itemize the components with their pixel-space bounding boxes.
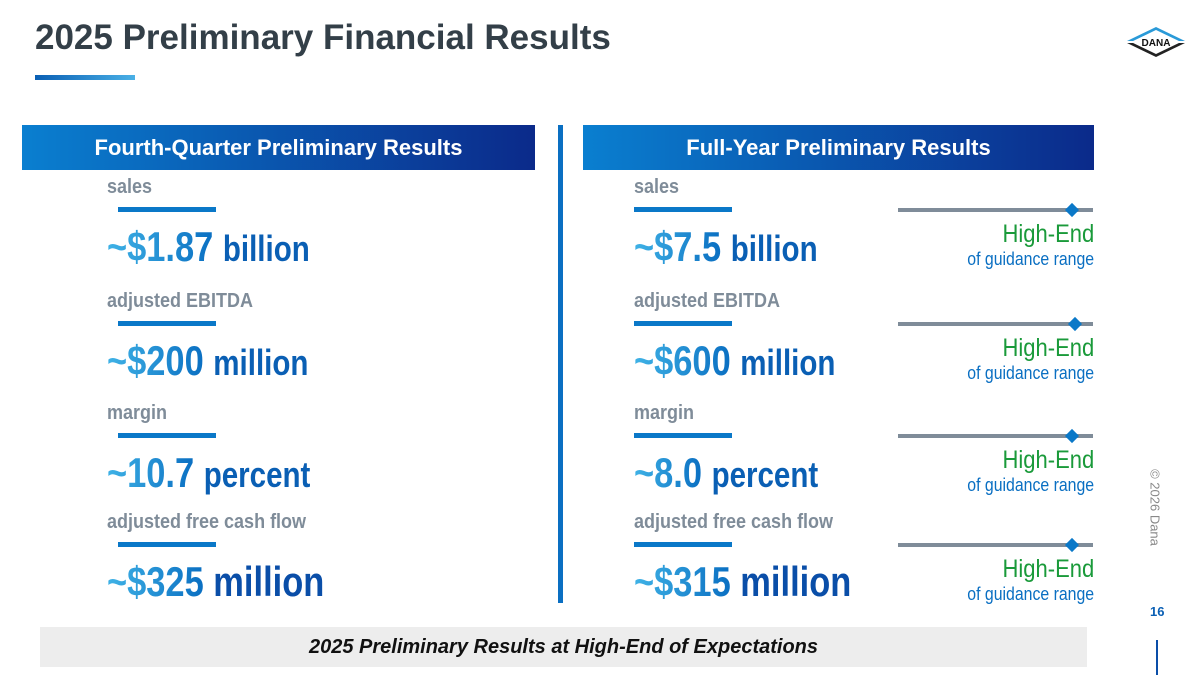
metric-unit: million [740,558,852,605]
guidance-subtitle: of guidance range [967,475,1094,495]
guidance-marker-icon [1064,428,1079,444]
guidance-title: High-End [1002,446,1094,474]
guidance-title: High-End [1002,555,1094,583]
metric-number: ~$315 [634,558,731,605]
metric-unit: million [213,558,325,605]
title-underline [35,75,135,80]
metric-unit: percent [711,454,819,495]
footer-banner: 2025 Preliminary Results at High-End of … [40,627,1087,667]
guidance-range-line [898,543,1093,547]
page-title: 2025 Preliminary Financial Results [35,18,611,57]
metric-value: ~$315 million [634,561,851,603]
metric-unit: million [740,342,836,383]
guidance-subtitle: of guidance range [967,249,1094,269]
metric-number: ~10.7 [107,449,195,496]
guidance-title: High-End [1002,220,1094,248]
guidance-subtitle: of guidance range [967,363,1094,383]
metric-unit: percent [203,454,311,495]
guidance-marker-icon [1064,537,1079,553]
svg-text:DANA: DANA [1142,38,1171,49]
metric-number: ~$1.87 [107,223,214,270]
copyright: © 2026 Dana [1147,469,1163,546]
metric-value: ~8.0 percent [634,452,818,494]
guidance-marker-icon [1064,202,1079,218]
metric-unit: billion [222,228,310,269]
metric-unit: million [213,342,309,383]
metric-label: sales [634,176,680,198]
metric-number: ~$325 [107,558,204,605]
metric-underline [634,207,732,212]
guidance-range-line [898,208,1093,212]
guidance-range-line [898,434,1093,438]
metric-number: ~$600 [634,337,731,384]
metric-number: ~$7.5 [634,223,722,270]
metric-label: margin [634,402,695,424]
metric-number: ~$200 [107,337,204,384]
metric-label: adjusted EBITDA [107,290,254,312]
metric-value: ~$200 million [107,340,308,382]
metric-underline [634,321,732,326]
header-fourth-quarter: Fourth-Quarter Preliminary Results [22,125,535,170]
metric-value: ~$600 million [634,340,835,382]
column-divider [558,125,563,603]
side-accent-line [1156,640,1158,675]
guidance-range-line [898,322,1093,326]
metric-label: margin [107,402,168,424]
metric-unit: billion [730,228,818,269]
metric-value: ~$325 million [107,561,324,603]
metric-underline [634,542,732,547]
guidance-subtitle: of guidance range [967,584,1094,604]
metric-number: ~8.0 [634,449,702,496]
metric-underline [118,542,216,547]
metric-value: ~$7.5 billion [634,226,818,268]
page-number: 16 [1150,604,1165,619]
metric-label: adjusted free cash flow [107,511,307,533]
metric-underline [118,433,216,438]
dana-logo: DANA [1127,27,1185,57]
header-full-year: Full-Year Preliminary Results [583,125,1094,170]
guidance-title: High-End [1002,334,1094,362]
metric-label: adjusted EBITDA [634,290,781,312]
metric-label: sales [107,176,153,198]
metric-value: ~10.7 percent [107,452,310,494]
metric-underline [118,207,216,212]
metric-underline [634,433,732,438]
guidance-marker-icon [1068,316,1083,332]
metric-value: ~$1.87 billion [107,226,310,268]
metric-label: adjusted free cash flow [634,511,834,533]
metric-underline [118,321,216,326]
